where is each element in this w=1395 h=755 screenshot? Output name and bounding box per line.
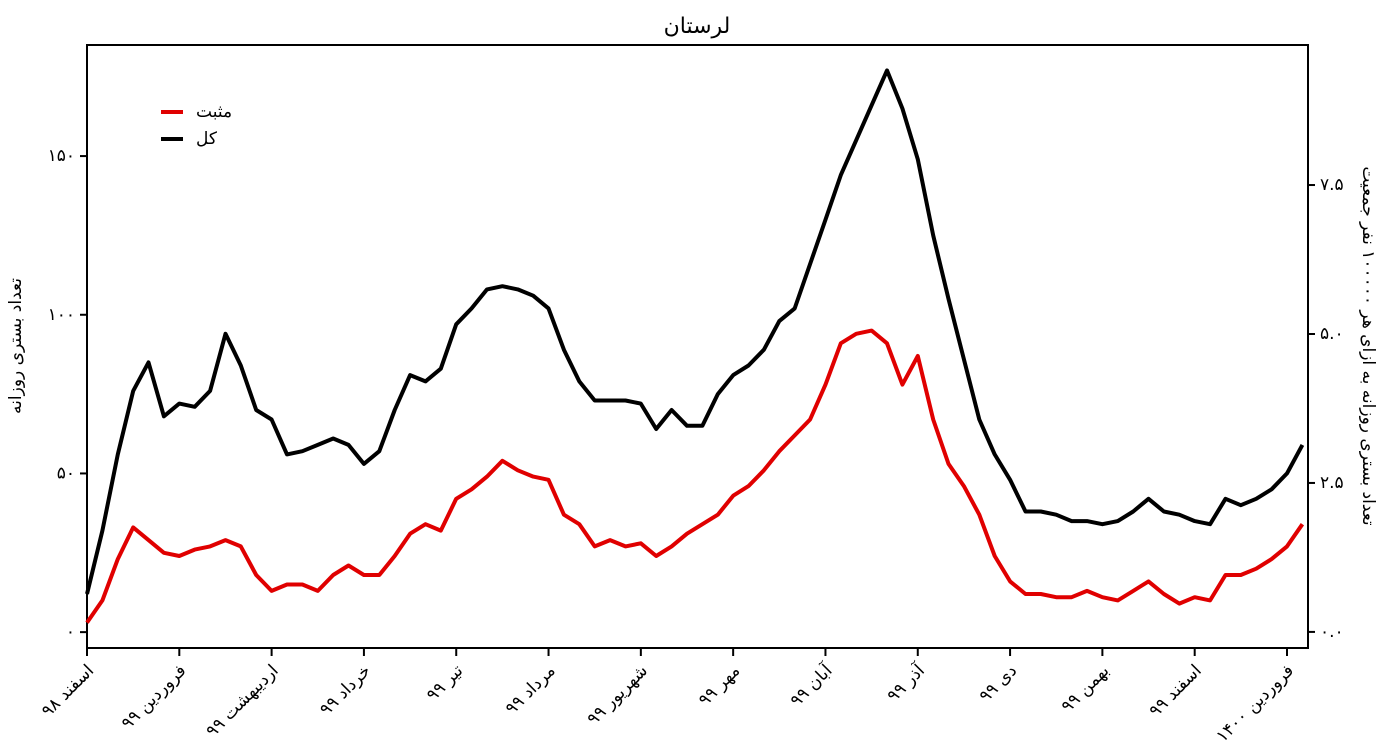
y-tick-label: ۰ <box>66 622 75 642</box>
plot-frame <box>86 44 1309 649</box>
x-tick-label: خرداد ۹۹ <box>316 661 375 720</box>
x-tick-label: فروردین ۹۹ <box>118 661 191 734</box>
x-tick-label: آذر ۹۹ <box>882 659 930 707</box>
y2-axis-label: تعداد بستری روزانه به ازای هر ۱۰۰۰۰۰ نفر… <box>1358 166 1378 526</box>
series-line <box>85 68 1305 595</box>
y-tick-label: ۱۰۰ <box>48 305 75 325</box>
y-tick-label: ۱۵۰ <box>48 146 75 166</box>
y2-tick-label: ۵.۰ <box>1320 324 1344 344</box>
y-axis-label: تعداد بستری روزانه <box>6 278 26 414</box>
x-tick-label: آبان ۹۹ <box>785 659 837 711</box>
chart-title: لرستان <box>664 14 731 39</box>
x-tick-label: مرداد ۹۹ <box>502 661 560 719</box>
y-tick-label: ۵۰ <box>57 463 75 483</box>
legend-label: کل <box>196 129 218 149</box>
x-tick-label: مهر ۹۹ <box>695 661 744 710</box>
y2-tick-label: ۷.۵ <box>1320 175 1344 195</box>
y2-tick-label: ۲.۵ <box>1320 473 1344 493</box>
x-tick-label: بهمن ۹۹ <box>1058 661 1114 717</box>
x-tick-label: فروردین ۱۴۰۰ <box>1212 661 1298 747</box>
x-tick-label: شهریور ۹۹ <box>583 661 651 729</box>
x-tick-label: اسفند ۹۹ <box>1145 661 1205 721</box>
legend-label: مثبت <box>196 102 232 122</box>
x-tick-label: اردیبهشت ۹۹ <box>202 661 282 741</box>
x-tick-label: تیر ۹۹ <box>423 661 468 706</box>
x-tick-label: اسفند ۹۸ <box>38 661 98 721</box>
y2-tick-label: ۰.۰ <box>1320 622 1344 642</box>
series-line <box>85 328 1305 624</box>
x-tick-label: دی ۹۹ <box>976 661 1022 707</box>
